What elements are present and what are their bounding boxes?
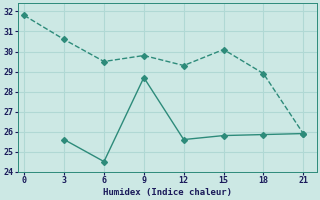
X-axis label: Humidex (Indice chaleur): Humidex (Indice chaleur)	[103, 188, 232, 197]
